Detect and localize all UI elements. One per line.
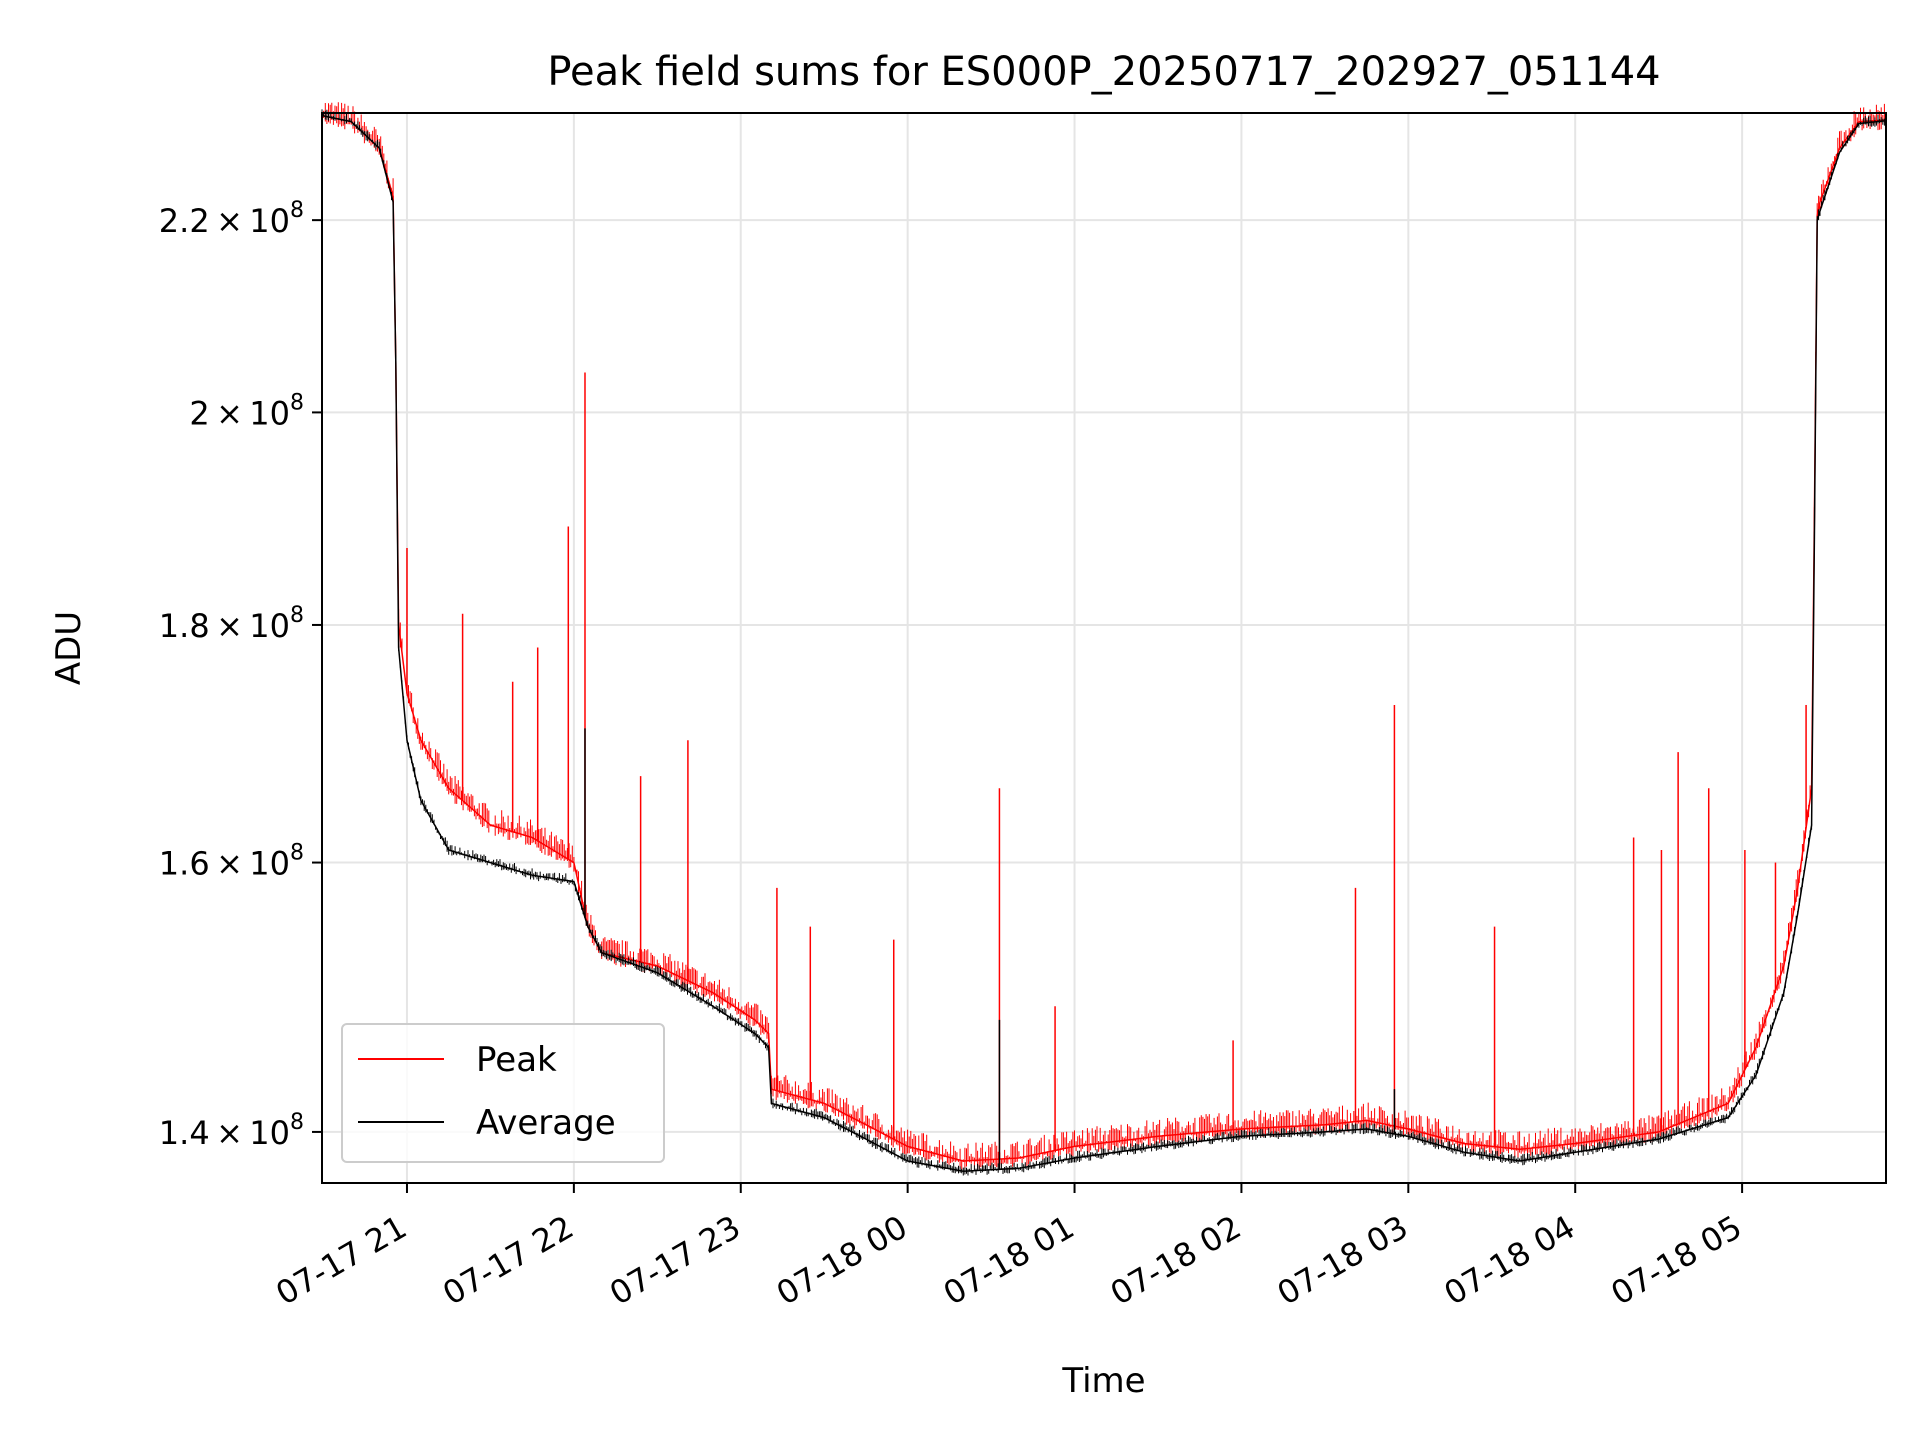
series-line-peak [321,114,1887,1162]
series-noise-peak [321,102,1885,1170]
x-tick-label: 07-18 02 [1104,1208,1248,1313]
x-axis-label: Time [1061,1361,1145,1401]
y-tick-label: 2 × 108 [189,390,304,432]
x-tick-label: 07-17 23 [603,1208,747,1313]
grid [322,113,1886,1183]
x-tick-label: 07-18 05 [1605,1208,1749,1313]
series-peak [321,102,1887,1170]
series-average [321,109,1887,1176]
x-tick-label: 07-18 01 [937,1208,1081,1313]
x-tick-label: 07-18 00 [770,1208,914,1313]
x-tick-label: 07-18 04 [1438,1208,1582,1313]
y-axis-label: ADU [49,611,89,685]
y-tick-label: 1.6 × 108 [159,841,304,883]
legend-label-peak: Peak [476,1040,557,1080]
series-line-average [321,114,1887,1172]
y-tick-label: 2.2 × 108 [159,198,304,240]
legend-label-average: Average [476,1103,616,1143]
legend: Peak Average [341,1023,665,1163]
chart-title: Peak field sums for ES000P_20250717_2029… [547,49,1660,95]
x-tick-label: 07-17 21 [269,1208,413,1313]
y-tick-label: 1.4 × 108 [159,1110,304,1152]
plot-area [321,102,1887,1176]
axes [321,112,1887,1184]
series-noise-average [321,109,1885,1176]
y-tick-label: 1.8 × 108 [159,603,304,645]
x-tick-label: 07-18 03 [1271,1208,1415,1313]
plot-frame [321,112,1887,1184]
x-tick-label: 07-17 22 [436,1208,580,1313]
